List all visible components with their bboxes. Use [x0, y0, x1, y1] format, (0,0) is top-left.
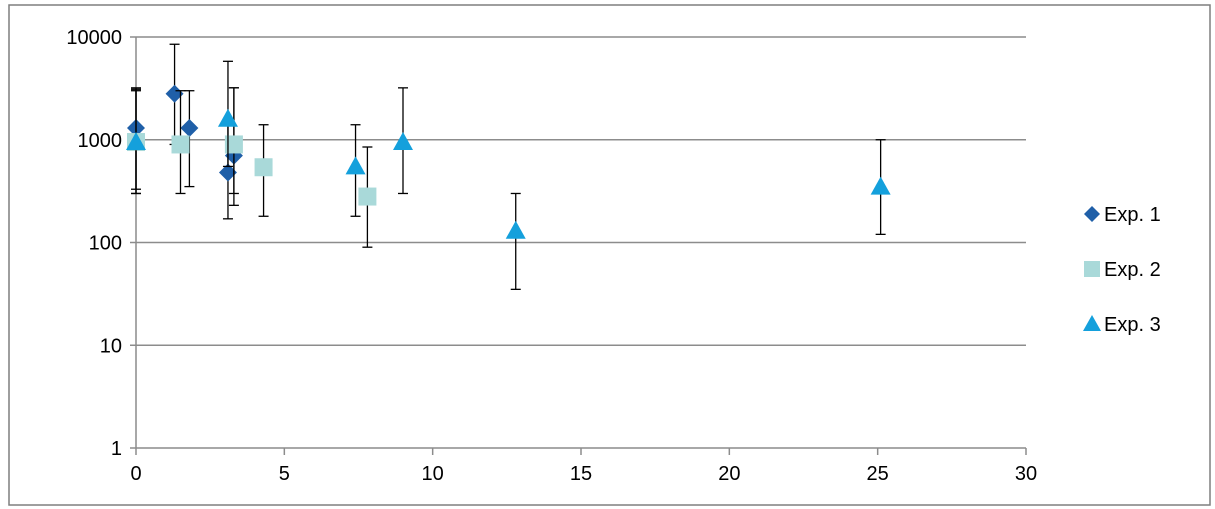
legend-marker [1084, 261, 1100, 277]
data-point [358, 187, 377, 206]
data-point [345, 156, 366, 175]
data-point [180, 119, 199, 138]
legend-label: Exp. 2 [1104, 259, 1161, 281]
chart-frame [8, 4, 1211, 506]
x-tick-label: 20 [718, 463, 740, 485]
data-marks [126, 43, 891, 290]
legend-entry: Exp. 2 [1084, 259, 1161, 281]
data-point [217, 108, 238, 127]
legend-marker [1083, 315, 1101, 331]
data-point [165, 84, 184, 103]
data-point [171, 135, 190, 154]
y-tick-label: 1 [111, 438, 122, 460]
x-tick-label: 25 [867, 463, 889, 485]
x-tick-labels: 0 5 10 15 20 25 30 [130, 463, 1037, 485]
legend-label: Exp. 1 [1104, 204, 1161, 226]
data-point [126, 132, 146, 151]
x-tick-label: 5 [279, 463, 290, 485]
data-point [254, 158, 273, 177]
data-point [393, 132, 413, 151]
series-3 [126, 60, 891, 290]
data-point [224, 135, 243, 154]
legend-marker [1084, 206, 1100, 222]
y-tick-label: 10000 [66, 27, 122, 49]
x-tick-label: 0 [130, 463, 141, 485]
data-point [218, 163, 237, 182]
x-tick-label: 10 [422, 463, 444, 485]
legend-entry: Exp. 1 [1084, 204, 1161, 226]
gridlines [136, 36, 1026, 346]
legend-entry: Exp. 3 [1083, 314, 1161, 336]
y-tick-label: 10 [100, 335, 122, 357]
y-tick-labels: 1 10 100 1000 10000 [66, 27, 122, 460]
data-point [870, 176, 891, 195]
data-point [505, 220, 526, 239]
legend-label: Exp. 3 [1104, 314, 1161, 336]
y-tick-label: 100 [89, 233, 122, 255]
x-tick-label: 15 [570, 463, 592, 485]
y-tick-label: 1000 [78, 130, 123, 152]
legend: Exp. 1 Exp. 2 Exp. 3 [1083, 204, 1161, 336]
x-tick-label: 30 [1015, 463, 1037, 485]
